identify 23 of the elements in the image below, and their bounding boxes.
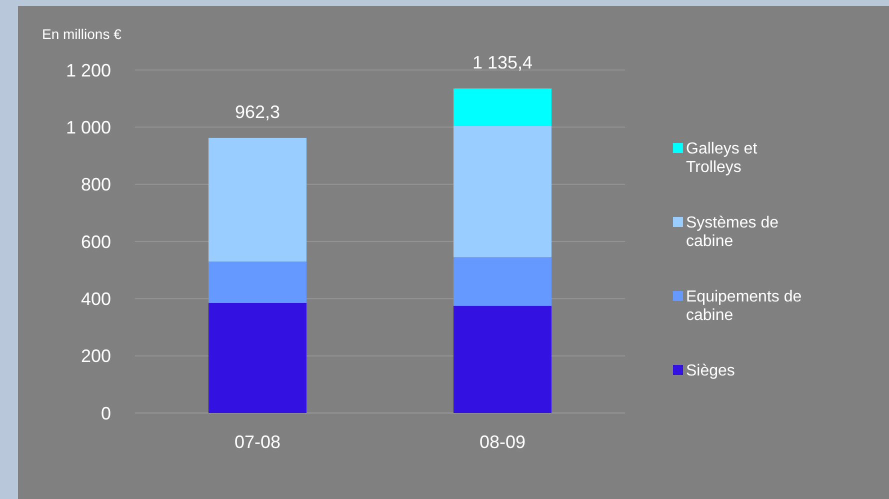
- y-axis-title: En millions €: [42, 26, 122, 42]
- bar: [208, 138, 306, 262]
- x-tick-label: 07-08: [234, 432, 281, 452]
- bar: [454, 88, 552, 126]
- legend-label: Galleys et Trolleys: [686, 140, 758, 176]
- y-tick-label: 600: [80, 232, 111, 252]
- y-tick-label: 1 200: [66, 60, 111, 80]
- legend-label: Sièges: [686, 362, 735, 380]
- bar: [208, 302, 306, 413]
- total-label: 1 135,4: [472, 52, 533, 72]
- y-tick-label: 1 000: [66, 117, 111, 138]
- bar: [208, 262, 306, 303]
- bar: [454, 306, 552, 413]
- legend-label: Systèmes de cabine: [686, 214, 779, 250]
- y-tick-label: 200: [80, 346, 111, 366]
- y-tick-label: 0: [100, 403, 111, 424]
- legend-label: Equipements de cabine: [686, 288, 802, 324]
- bar: [454, 126, 552, 258]
- x-tick-label: 08-09: [479, 432, 526, 452]
- y-tick-label: 800: [80, 174, 111, 195]
- total-label: 962,3: [234, 102, 280, 122]
- y-tick-label: 400: [80, 288, 111, 309]
- bar: [454, 257, 552, 306]
